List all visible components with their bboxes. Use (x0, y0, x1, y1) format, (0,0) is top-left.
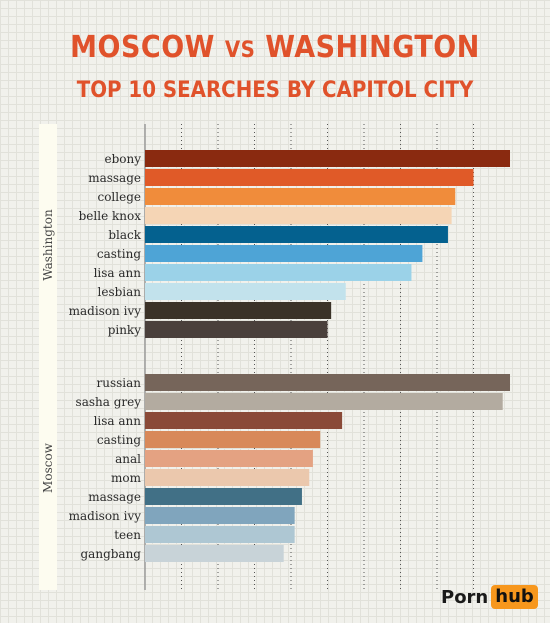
category-label: sasha grey (76, 395, 142, 409)
bars (145, 150, 510, 562)
category-label: belle knox (79, 209, 142, 223)
category-label: teen (114, 528, 141, 542)
category-label: massage (88, 171, 141, 185)
bar-washington-lesbian (145, 283, 346, 300)
bar-washington-ebony (145, 150, 510, 167)
bar-moscow-massage (145, 488, 302, 505)
bar-washington-belle-knox (145, 207, 452, 224)
category-label: russian (96, 376, 141, 390)
bar-washington-madison-ivy (145, 302, 332, 319)
bar-washington-college (145, 188, 456, 205)
category-label: college (97, 190, 141, 204)
bar-moscow-russian (145, 374, 510, 391)
category-label: anal (115, 452, 141, 466)
category-label: pinky (108, 323, 142, 337)
brand-logo: Porn hub (441, 584, 538, 610)
category-label: lesbian (98, 285, 142, 299)
logo-text-part2: hub (491, 585, 538, 609)
category-label: lisa ann (94, 266, 142, 280)
chart-title: MOSCOW VS WASHINGTON (0, 30, 550, 65)
category-label: casting (97, 433, 141, 447)
category-label: lisa ann (94, 414, 142, 428)
title-vs: VS (224, 38, 256, 63)
category-label: madison ivy (69, 304, 142, 318)
category-label: casting (97, 247, 141, 261)
logo-text-part1: Porn (441, 586, 489, 608)
category-label: massage (88, 490, 141, 504)
bar-moscow-teen (145, 526, 295, 543)
title-city-a: MOSCOW (70, 30, 215, 65)
bar-washington-massage (145, 169, 474, 186)
bar-washington-black (145, 226, 448, 243)
bar-moscow-anal (145, 450, 313, 467)
bar-moscow-mom (145, 469, 310, 486)
bar-moscow-gangbang (145, 545, 284, 562)
category-label: mom (111, 471, 142, 485)
category-label: ebony (104, 152, 141, 166)
category-label: madison ivy (69, 509, 142, 523)
category-label: black (108, 228, 141, 242)
bar-washington-casting (145, 245, 423, 262)
chart-subtitle: TOP 10 SEARCHES BY CAPITOL CITY (76, 78, 474, 103)
category-label: gangbang (81, 547, 142, 561)
bar-moscow-lisa-ann (145, 412, 343, 429)
title-city-b: WASHINGTON (265, 30, 480, 65)
bar-moscow-madison-ivy (145, 507, 295, 524)
group-label-strip (39, 124, 57, 590)
category-labels: ebony massage college belle knox black castin… (69, 152, 142, 561)
bar-washington-lisa-ann (145, 264, 412, 281)
bar-washington-pinky (145, 321, 328, 338)
bar-moscow-sasha-grey (145, 393, 503, 410)
bar-moscow-casting (145, 431, 321, 448)
